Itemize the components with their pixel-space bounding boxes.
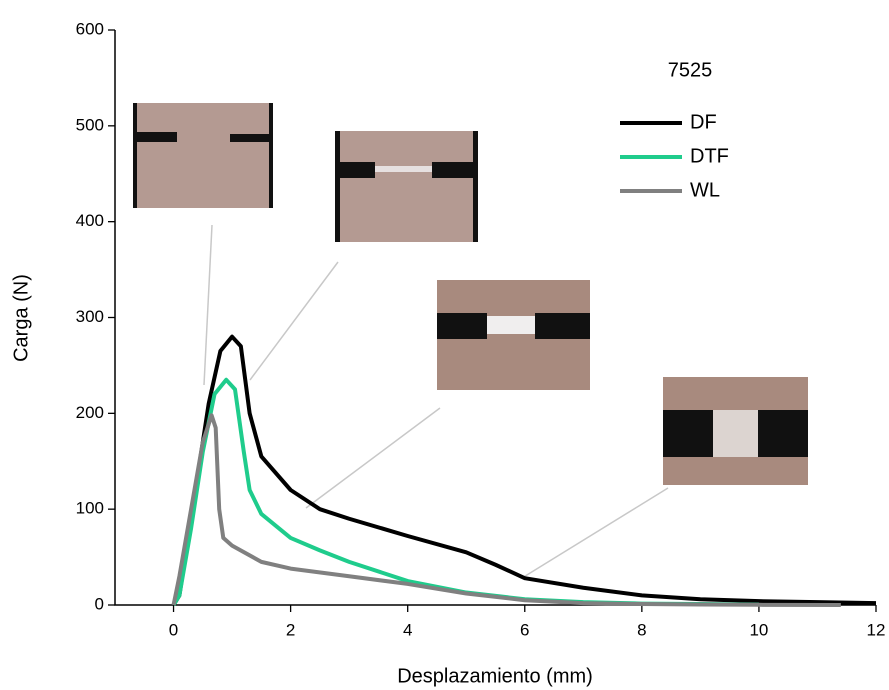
photo — [437, 280, 590, 390]
x-tick-label: 6 — [520, 620, 529, 639]
y-tick-label: 100 — [76, 499, 104, 518]
photo — [335, 131, 478, 242]
callout — [521, 487, 669, 579]
legend-label: DF — [690, 111, 717, 133]
legend-label: WL — [690, 179, 720, 201]
x-axis-label: Desplazamiento (mm) — [397, 665, 593, 687]
photo — [133, 103, 273, 208]
x-tick-label: 10 — [749, 620, 768, 639]
y-tick-label: 400 — [76, 211, 104, 230]
legend-label: DTF — [690, 145, 729, 167]
x-tick-label: 8 — [637, 620, 646, 639]
y-axis-label: Carga (N) — [10, 274, 32, 362]
y-tick-label: 500 — [76, 115, 104, 134]
y-tick-label: 600 — [76, 19, 104, 38]
x-tick-label: 4 — [403, 620, 412, 639]
callout — [305, 407, 441, 509]
y-tick-label: 0 — [95, 594, 104, 613]
series-line — [171, 334, 877, 607]
y-tick-label: 200 — [76, 403, 104, 422]
insets — [133, 103, 808, 579]
annotation: 7525 — [668, 59, 713, 81]
x-tick-label: 0 — [169, 620, 178, 639]
callout — [249, 261, 339, 381]
photo — [663, 377, 808, 485]
callout — [203, 224, 213, 386]
series-line — [171, 413, 841, 607]
x-tick-label: 2 — [286, 620, 295, 639]
x-tick-label: 12 — [867, 620, 886, 639]
y-tick-label: 300 — [76, 307, 104, 326]
